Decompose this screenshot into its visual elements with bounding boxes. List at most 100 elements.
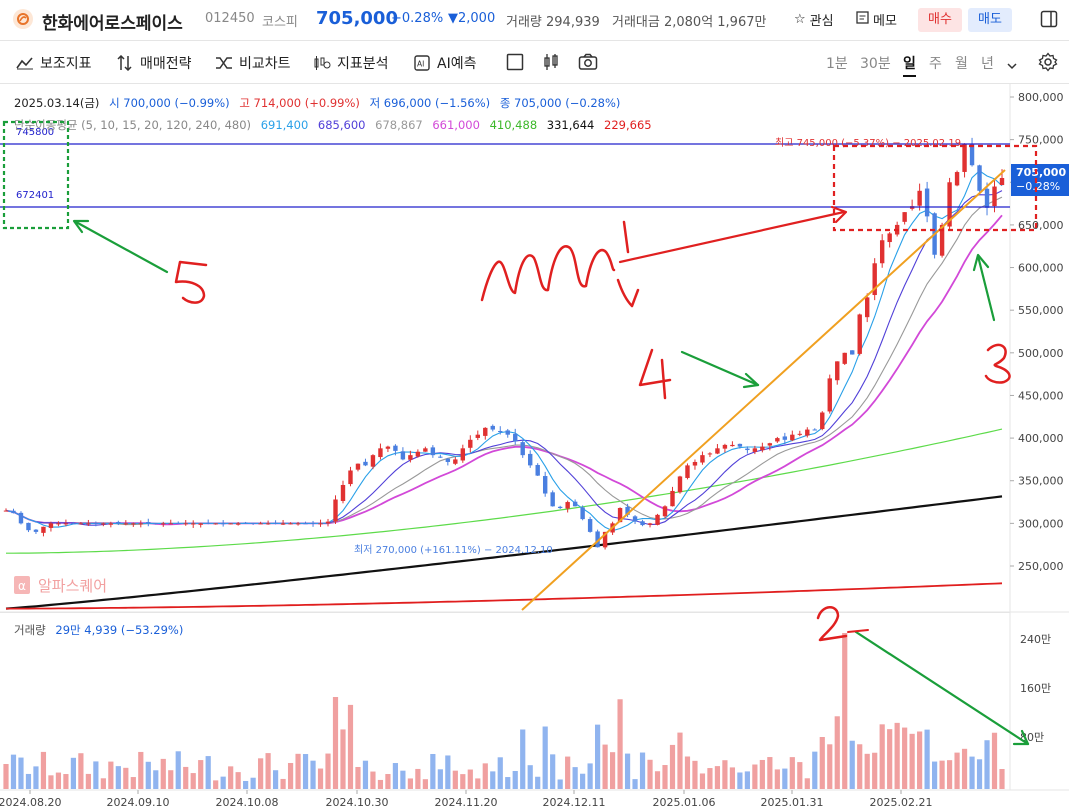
candle-body [977, 165, 982, 191]
volume-bar [213, 780, 219, 789]
volume-bar [684, 756, 691, 789]
candle-body [348, 470, 353, 485]
x-tick-label: 2025.02.21 [870, 796, 933, 809]
volume-bar [490, 771, 496, 789]
candle-body [340, 484, 346, 501]
volume-bar [774, 769, 780, 789]
buy-button[interactable]: 매도 [968, 8, 1012, 32]
hline-upper-label: 745800 [16, 127, 54, 138]
candle-body [475, 434, 480, 438]
candle-body [872, 263, 877, 296]
candle-body [295, 523, 301, 525]
volume-bar [108, 761, 114, 789]
candle-body [48, 523, 54, 528]
vol-tick-240: 240만 [1020, 633, 1051, 646]
volume-bar [482, 763, 488, 789]
volume-bar [527, 765, 533, 789]
price-chart[interactable]: 800,000750,000700,000650,000600,000550,0… [0, 84, 1069, 811]
volume-bar [752, 764, 758, 789]
period-1min[interactable]: 1분 [826, 56, 848, 72]
indicator-button[interactable]: 보조지표 [16, 53, 92, 73]
compare-button[interactable]: 비교차트 [215, 53, 291, 73]
candle-body [3, 510, 9, 512]
volume-bar [946, 760, 953, 789]
memo-button[interactable]: 메모 [856, 8, 897, 30]
ai-chip-icon: AI [414, 55, 430, 71]
candle-body [513, 433, 518, 442]
candle-body [310, 522, 316, 524]
candle-body [176, 523, 181, 525]
period-week[interactable]: 주 [929, 56, 942, 72]
period-30min[interactable]: 30분 [860, 56, 891, 72]
candle-body [198, 523, 203, 525]
volume-bar [797, 762, 803, 789]
period-year[interactable]: 년 [981, 56, 994, 72]
chart-toolbar: 보조지표 매매전략 비교차트 지표분석 AI AI예측 1분 30분 일 주 월… [0, 41, 1069, 84]
candle-body [370, 455, 376, 467]
volume-bar [789, 757, 795, 789]
volume-bar [138, 751, 144, 789]
volume-bar [362, 760, 369, 789]
handwritten-annotations [72, 205, 1030, 746]
x-tick-label: 2024.10.08 [216, 796, 279, 809]
volume-bar [160, 758, 166, 789]
y-tick-label: 750,000 [1018, 134, 1064, 147]
volume-bar [430, 753, 436, 789]
volume-bar [183, 766, 189, 789]
ma480-line [6, 582, 1003, 610]
volume-bar [258, 758, 264, 789]
volume-bar [78, 753, 84, 789]
candle-body [617, 508, 623, 523]
last-price-change: −0.28% [1016, 180, 1060, 193]
chevron-down-icon[interactable] [1006, 56, 1018, 75]
period-month[interactable]: 월 [955, 56, 968, 72]
candle-body [632, 516, 638, 522]
change-amount: ▼2,000 [448, 11, 496, 26]
volume-bar [3, 764, 9, 789]
volume-bar [340, 729, 346, 789]
ma15-value: 678,867 [375, 118, 423, 132]
volume-bar [857, 744, 863, 789]
ai-predict-button[interactable]: AI AI예측 [413, 53, 476, 73]
volume-bar [243, 780, 249, 789]
volume-bar [580, 773, 586, 789]
square-tool-icon[interactable] [506, 53, 524, 75]
camera-icon[interactable] [578, 53, 598, 75]
candle-body [438, 456, 443, 458]
volume-bar [370, 771, 376, 789]
settings-gear-icon[interactable] [1038, 52, 1058, 76]
candle-body [33, 529, 39, 532]
sell-button[interactable]: 매수 [918, 8, 962, 32]
strategy-button[interactable]: 매매전략 [116, 53, 192, 73]
volume-bar [654, 771, 661, 789]
candle-body [161, 523, 166, 525]
volume-bar [190, 773, 196, 789]
volume-bar [819, 736, 825, 789]
analysis-button[interactable]: 지표분석 [313, 53, 389, 73]
ma240-value: 331,644 [547, 118, 595, 132]
y-tick-label: 800,000 [1018, 91, 1064, 104]
candle-body [258, 523, 263, 525]
watch-button[interactable]: ☆ 관심 [794, 11, 834, 29]
volume-bar [782, 768, 788, 789]
volume-bar [85, 773, 91, 789]
y-tick-label: 400,000 [1018, 432, 1064, 445]
volume-bar [969, 756, 975, 789]
panel-toggle-icon[interactable] [1040, 10, 1058, 32]
candle-body [737, 443, 743, 447]
candle-type-icon[interactable] [542, 53, 560, 75]
volume-bar [400, 770, 406, 789]
volume-bar [557, 779, 563, 789]
star-icon: ☆ [794, 11, 806, 27]
candle-body [385, 446, 391, 449]
period-day[interactable]: 일 [903, 53, 916, 77]
candle-body [685, 465, 690, 478]
y-tick-label: 550,000 [1018, 304, 1064, 317]
ma120-value: 410,488 [490, 118, 538, 132]
candle-body [715, 448, 720, 454]
highlight-box-red [832, 144, 1038, 232]
volume-bar [205, 756, 211, 789]
volume-bar [961, 748, 968, 789]
volume-bar [834, 716, 840, 789]
candle-body [168, 523, 173, 525]
